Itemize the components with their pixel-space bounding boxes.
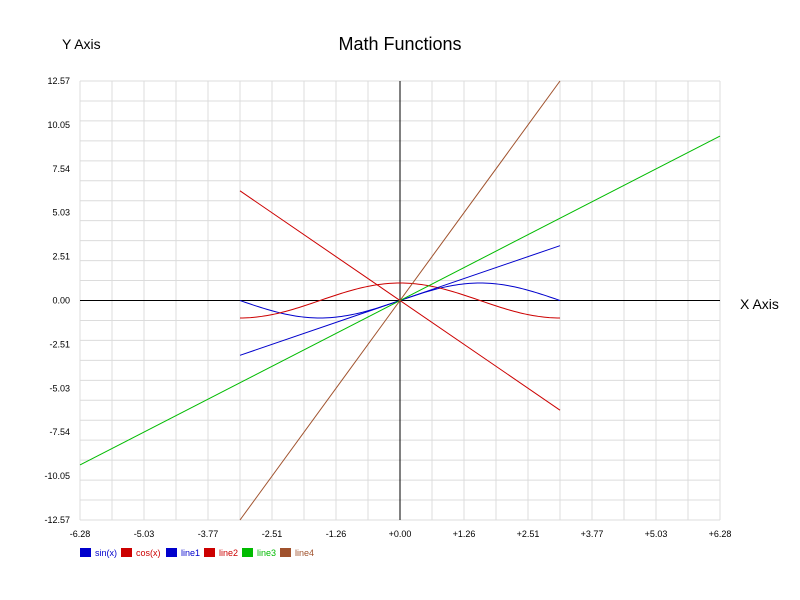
legend-label: line1: [181, 548, 200, 558]
series-line-cos-x: [239, 282, 561, 319]
x-tick-label: -6.28: [70, 529, 91, 539]
series-layer: [79, 80, 721, 521]
x-tick-label: +5.03: [645, 529, 668, 539]
y-tick-labels: 12.57 10.05 7.54 5.03 2.51 0.00 -2.51 -5.03 -7.5…: [44, 76, 70, 525]
x-tick-label: +0.00: [389, 529, 412, 539]
y-tick-label: -7.54: [49, 427, 70, 437]
y-tick-label: 10.05: [47, 120, 70, 130]
x-tick-label: -2.51: [262, 529, 283, 539]
y-tick-label: -10.05: [44, 471, 70, 481]
y-tick-label: 7.54: [52, 164, 70, 174]
legend-swatch: [166, 548, 177, 557]
y-tick-label: 2.51: [52, 252, 70, 262]
legend-swatch: [280, 548, 291, 557]
x-tick-label: +6.28: [709, 529, 732, 539]
x-tick-label: +3.77: [581, 529, 604, 539]
x-tick-label: +1.26: [453, 529, 476, 539]
y-tick-label: -2.51: [49, 339, 70, 349]
x-tick-labels: -6.28 -5.03 -3.77 -2.51 -1.26 +0.00 +1.26 +2.51…: [70, 529, 732, 539]
legend-label: line2: [219, 548, 238, 558]
legend-label: cos(x): [136, 548, 161, 558]
x-tick-label: +2.51: [517, 529, 540, 539]
legend-label: line3: [257, 548, 276, 558]
legend-swatch: [80, 548, 91, 557]
y-tick-label: 12.57: [47, 76, 70, 86]
x-tick-label: -5.03: [134, 529, 155, 539]
y-tick-label: -5.03: [49, 383, 70, 393]
legend-label: line4: [295, 548, 314, 558]
x-axis-title: X Axis: [740, 296, 779, 312]
y-tick-label: -12.57: [44, 515, 70, 525]
x-tick-label: -3.77: [198, 529, 219, 539]
series-line-line4: [239, 80, 561, 521]
legend-label: sin(x): [95, 548, 117, 558]
x-tick-label: -1.26: [326, 529, 347, 539]
y-axis-title: Y Axis: [62, 36, 101, 52]
chart-title: Math Functions: [338, 34, 461, 54]
legend-swatch: [121, 548, 132, 557]
legend: sin(x) cos(x) line1 line2 line3 line4: [80, 548, 314, 558]
legend-swatch: [204, 548, 215, 557]
y-tick-label: 0.00: [52, 296, 70, 306]
legend-swatch: [242, 548, 253, 557]
y-tick-label: 5.03: [52, 208, 70, 218]
